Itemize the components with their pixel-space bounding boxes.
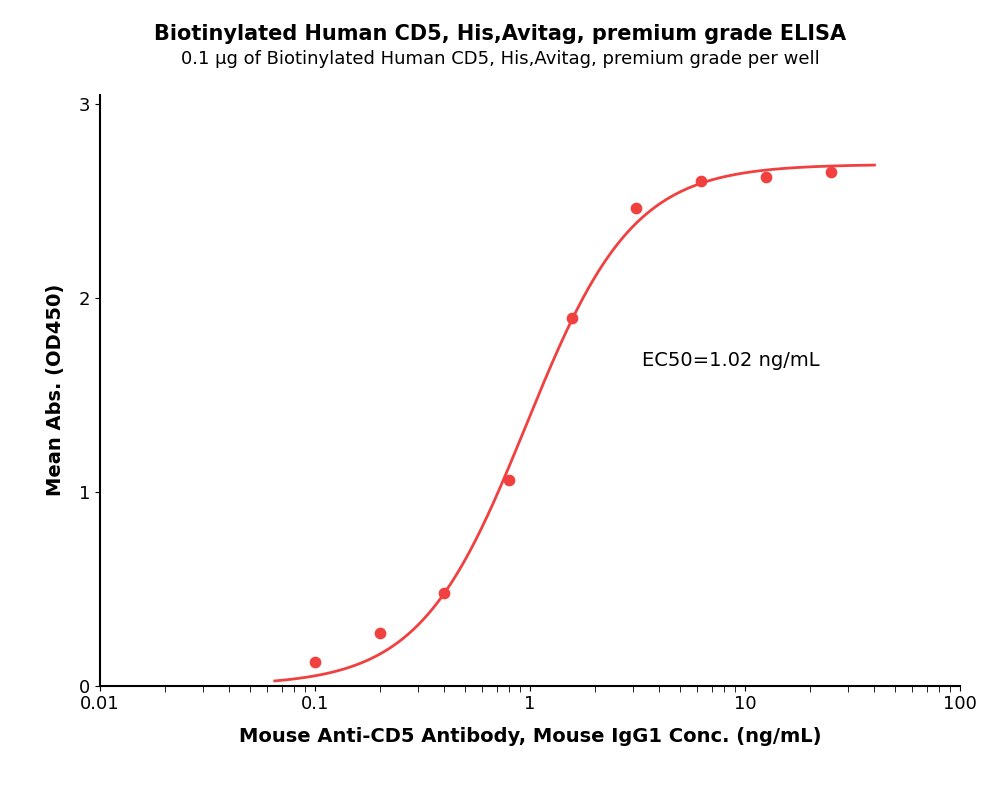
Y-axis label: Mean Abs. (OD450): Mean Abs. (OD450) bbox=[46, 284, 65, 496]
Point bbox=[307, 656, 323, 668]
X-axis label: Mouse Anti-CD5 Antibody, Mouse IgG1 Conc. (ng/mL): Mouse Anti-CD5 Antibody, Mouse IgG1 Conc… bbox=[239, 727, 821, 746]
Point bbox=[693, 174, 709, 187]
Point bbox=[628, 202, 644, 214]
Point bbox=[823, 165, 839, 178]
Point bbox=[436, 586, 452, 599]
Point bbox=[372, 627, 388, 640]
Text: 0.1 μg of Biotinylated Human CD5, His,Avitag, premium grade per well: 0.1 μg of Biotinylated Human CD5, His,Av… bbox=[181, 50, 819, 68]
Point bbox=[564, 312, 580, 325]
Text: Biotinylated Human CD5, His,Avitag, premium grade ELISA: Biotinylated Human CD5, His,Avitag, prem… bbox=[154, 24, 846, 43]
Point bbox=[501, 474, 517, 486]
Point bbox=[758, 171, 774, 184]
Text: EC50=1.02 ng/mL: EC50=1.02 ng/mL bbox=[642, 351, 819, 370]
